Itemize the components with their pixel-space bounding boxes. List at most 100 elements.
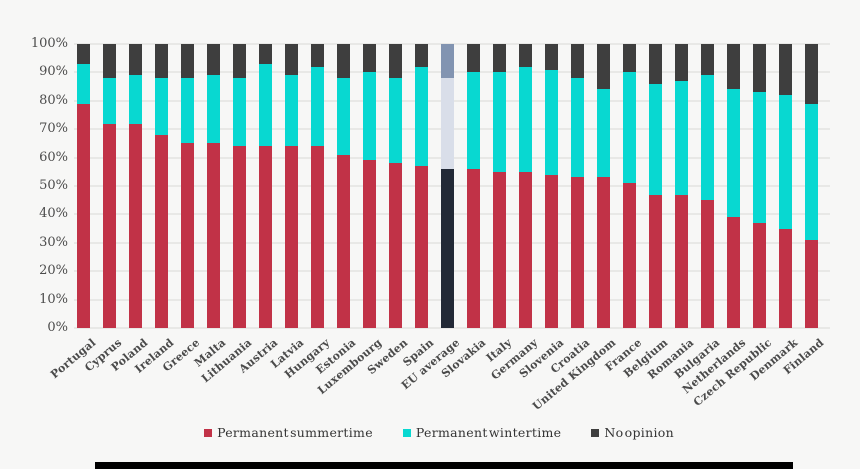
segment-cyprus-permanent-summertime — [102, 123, 116, 328]
segment-greece-permanent-wintertime — [180, 78, 194, 144]
segment-finland-permanent-summertime — [804, 239, 818, 328]
segment-spain-permanent-summertime — [414, 166, 428, 328]
segment-estonia-permanent-summertime — [336, 154, 350, 328]
segment-lithuania-permanent-wintertime — [232, 78, 246, 147]
legend-item-no-opinion: No opinion — [591, 425, 674, 440]
bar-netherlands — [726, 44, 740, 328]
gridline-0 — [74, 327, 830, 329]
legend-label-no-opinion: No opinion — [604, 425, 674, 440]
segment-romania-no-opinion — [674, 44, 688, 81]
segment-hungary-no-opinion — [310, 44, 324, 67]
segment-portugal-permanent-summertime — [76, 103, 90, 328]
segment-czech-republic-no-opinion — [752, 44, 766, 93]
segment-luxembourg-permanent-wintertime — [362, 72, 376, 161]
bar-france — [622, 44, 636, 328]
segment-slovakia-no-opinion — [466, 44, 480, 73]
segment-austria-permanent-summertime — [258, 146, 272, 328]
segment-latvia-no-opinion — [284, 44, 298, 76]
segment-romania-permanent-summertime — [674, 194, 688, 328]
segment-bulgaria-permanent-wintertime — [700, 75, 714, 201]
bar-sweden — [388, 44, 402, 328]
y-tick-label-40: 40% — [39, 206, 68, 222]
segment-greece-no-opinion — [180, 44, 194, 79]
bar-cyprus — [102, 44, 116, 328]
y-tick-label-70: 70% — [39, 121, 68, 137]
segment-cyprus-permanent-wintertime — [102, 78, 116, 124]
segment-sweden-permanent-wintertime — [388, 78, 402, 164]
y-tick-label-60: 60% — [39, 149, 68, 165]
bar-portugal — [76, 44, 90, 328]
segment-denmark-no-opinion — [778, 44, 792, 96]
segment-austria-no-opinion — [258, 44, 272, 64]
segment-lithuania-no-opinion — [232, 44, 246, 79]
segment-germany-permanent-wintertime — [518, 66, 532, 172]
segment-czech-republic-permanent-wintertime — [752, 92, 766, 223]
legend: Permanent summertime Permanent wintertime… — [0, 425, 860, 440]
segment-eu-average-permanent-wintertime — [440, 78, 454, 169]
segment-belgium-permanent-summertime — [648, 194, 662, 328]
bar-romania — [674, 44, 688, 328]
segment-croatia-no-opinion — [570, 44, 584, 79]
bar-united-kingdom — [596, 44, 610, 328]
segment-malta-permanent-wintertime — [206, 75, 220, 144]
segment-denmark-permanent-summertime — [778, 228, 792, 328]
segment-ireland-permanent-wintertime — [154, 78, 168, 135]
segment-denmark-permanent-wintertime — [778, 95, 792, 229]
segment-belgium-no-opinion — [648, 44, 662, 84]
segment-italy-permanent-summertime — [492, 171, 506, 328]
segment-bulgaria-no-opinion — [700, 44, 714, 76]
segment-poland-permanent-wintertime — [128, 75, 142, 124]
legend-label-permanent-wintertime: Permanent wintertime — [415, 425, 562, 440]
bar-lithuania — [232, 44, 246, 328]
segment-united-kingdom-no-opinion — [596, 44, 610, 90]
y-tick-label-20: 20% — [39, 263, 68, 279]
bar-belgium — [648, 44, 662, 328]
segment-sweden-no-opinion — [388, 44, 402, 79]
legend-label-permanent-summertime: Permanent summertime — [217, 425, 373, 440]
segment-estonia-permanent-wintertime — [336, 78, 350, 155]
segment-netherlands-permanent-summertime — [726, 217, 740, 328]
segment-spain-permanent-wintertime — [414, 66, 428, 167]
segment-finland-no-opinion — [804, 44, 818, 104]
segment-bulgaria-permanent-summertime — [700, 200, 714, 328]
segment-united-kingdom-permanent-summertime — [596, 177, 610, 328]
y-tick-label-90: 90% — [39, 64, 68, 80]
legend-swatch-no-opinion — [591, 428, 600, 437]
bar-germany — [518, 44, 532, 328]
segment-france-permanent-summertime — [622, 183, 636, 328]
y-tick-label-80: 80% — [39, 92, 68, 108]
bar-czech-republic — [752, 44, 766, 328]
segment-lithuania-permanent-summertime — [232, 146, 246, 328]
y-tick-label-100: 100% — [30, 36, 68, 51]
segment-luxembourg-permanent-summertime — [362, 160, 376, 328]
legend-swatch-permanent-wintertime — [402, 428, 411, 437]
bar-slovakia — [466, 44, 480, 328]
bar-latvia — [284, 44, 298, 328]
segment-latvia-permanent-summertime — [284, 146, 298, 328]
bar-denmark — [778, 44, 792, 328]
bar-poland — [128, 44, 142, 328]
gridline-100 — [74, 43, 830, 45]
bar-greece — [180, 44, 194, 328]
segment-czech-republic-permanent-summertime — [752, 222, 766, 328]
bar-luxembourg — [362, 44, 376, 328]
segment-portugal-permanent-wintertime — [76, 63, 90, 104]
segment-slovakia-permanent-wintertime — [466, 72, 480, 169]
bottom-black-strip — [95, 462, 793, 469]
segment-slovenia-no-opinion — [544, 44, 558, 70]
bar-hungary — [310, 44, 324, 328]
segment-hungary-permanent-summertime — [310, 146, 324, 328]
segment-united-kingdom-permanent-wintertime — [596, 89, 610, 178]
bar-italy — [492, 44, 506, 328]
segment-netherlands-permanent-wintertime — [726, 89, 740, 218]
bar-ireland — [154, 44, 168, 328]
y-tick-label-10: 10% — [39, 291, 68, 307]
segment-luxembourg-no-opinion — [362, 44, 376, 73]
segment-slovenia-permanent-summertime — [544, 174, 558, 328]
bar-malta — [206, 44, 220, 328]
legend-swatch-permanent-summertime — [204, 428, 213, 437]
segment-latvia-permanent-wintertime — [284, 75, 298, 147]
segment-estonia-no-opinion — [336, 44, 350, 79]
bar-slovenia — [544, 44, 558, 328]
